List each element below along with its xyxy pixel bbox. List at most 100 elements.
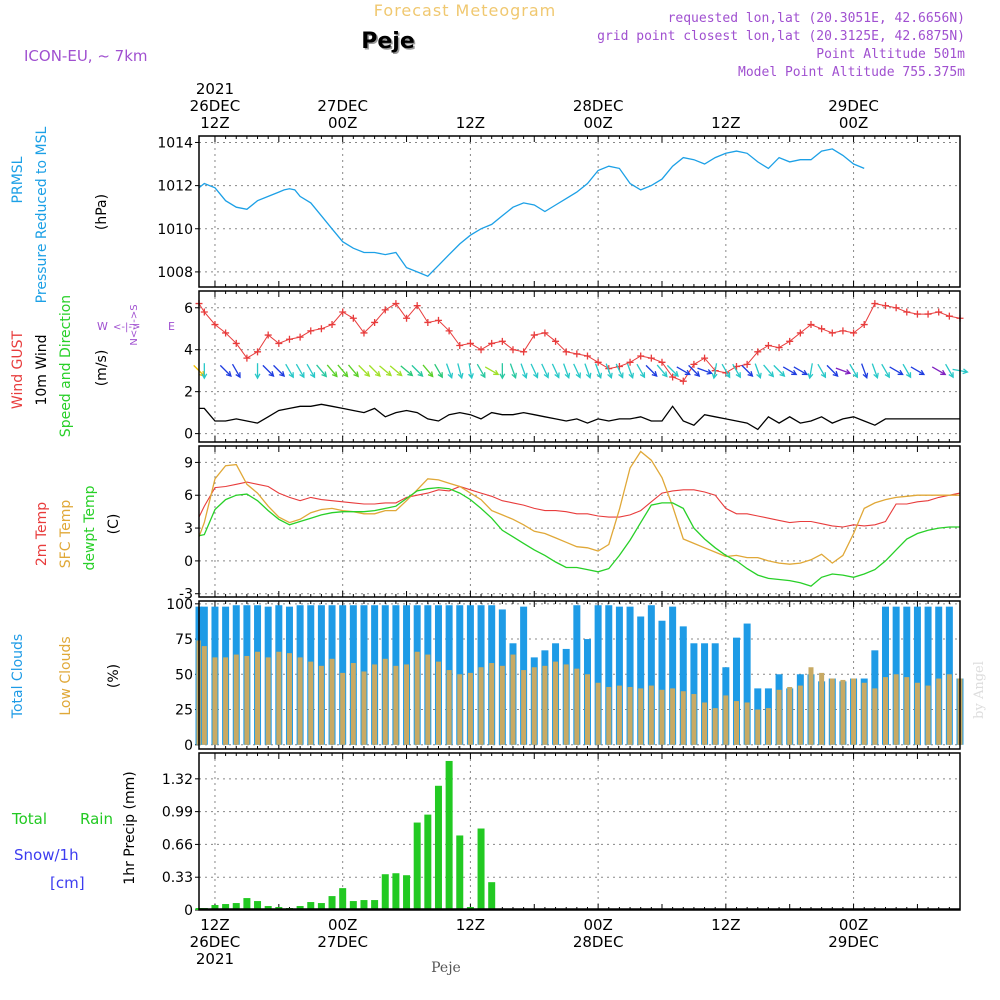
- gust-marker: [935, 308, 943, 316]
- gust-marker: [583, 352, 591, 360]
- wind-arrow-head: [427, 371, 434, 378]
- total-cloud-bar: [913, 606, 921, 745]
- wind-arrow-head: [596, 372, 603, 380]
- wind-arrow: [389, 365, 403, 377]
- rain-bar: [360, 900, 368, 910]
- y-tick-label: -3: [179, 587, 193, 603]
- wind-arrow-head: [342, 371, 349, 378]
- y-tick-label: 100: [166, 597, 193, 613]
- station-title-shadow: Peje: [363, 31, 417, 56]
- low-cloud-bar: [670, 688, 676, 745]
- wind-arrow: [445, 363, 453, 378]
- wind-arrow-head: [543, 372, 550, 379]
- total-cloud-bar: [903, 606, 911, 745]
- compass-horizontal-arrow: <-|->: [113, 322, 140, 333]
- wind-arrow-head: [628, 372, 635, 380]
- low-cloud-bar: [744, 702, 750, 745]
- wind-arrow-head: [564, 372, 571, 380]
- low-cloud-bar: [638, 688, 644, 745]
- low-cloud-bar: [925, 685, 931, 745]
- y-tick-label: 2: [184, 385, 193, 401]
- y-tick-label: 1012: [157, 179, 193, 195]
- wind-arrow-head: [791, 369, 798, 376]
- wind-arrow: [306, 363, 316, 378]
- wind-arrow-head: [353, 371, 360, 378]
- gust-marker: [850, 329, 858, 337]
- wind-arrow-head: [396, 370, 403, 377]
- gust-marker: [307, 327, 315, 335]
- wind-arrow: [434, 363, 443, 378]
- total-cloud-bar: [732, 637, 740, 745]
- gust-marker: [786, 337, 794, 345]
- gust-marker: [254, 348, 262, 356]
- wind-arrow-head: [511, 372, 517, 380]
- total-cloud-bar: [743, 623, 751, 745]
- wind-arrow: [817, 363, 826, 378]
- wind-arrow-head: [331, 371, 338, 378]
- clouds-unit: (%): [106, 664, 122, 688]
- low-cloud-bar: [223, 657, 229, 745]
- panel-frame: [198, 290, 961, 443]
- rain-bar: [317, 903, 325, 910]
- rain-bar: [211, 905, 219, 910]
- top-time-label: 26DEC: [190, 97, 241, 115]
- wind-arrow-head: [321, 371, 328, 378]
- wind-arrow: [656, 364, 668, 377]
- wind-arrow: [594, 363, 602, 378]
- low-cloud-bar: [712, 708, 718, 745]
- rain-bar: [296, 906, 304, 910]
- top-time-label: 28DEC: [573, 97, 624, 115]
- total-cloud-bar: [679, 626, 687, 745]
- gust-marker: [296, 333, 304, 341]
- wind-arrow-head: [684, 369, 691, 376]
- low-cloud-bar: [372, 664, 378, 745]
- y-tick-label: 0: [184, 554, 193, 570]
- gust-marker: [360, 329, 368, 337]
- wind-arrow-head: [235, 372, 241, 379]
- y-tick-label: 0.99: [162, 805, 193, 821]
- rain-bar: [339, 888, 347, 910]
- wind-gust-label: Wind GUST: [10, 330, 26, 409]
- precip-total-label: Total: [11, 810, 47, 828]
- y-tick-label: 4: [184, 343, 193, 359]
- wind-arrow-head: [309, 372, 316, 379]
- panel-frame: [198, 752, 961, 911]
- top-time-label: 00Z: [839, 114, 868, 132]
- y-tick-label: 3: [184, 521, 193, 537]
- low-cloud-bar: [882, 677, 888, 745]
- precip-cm-label: [cm]: [50, 874, 85, 892]
- wind-arrow: [902, 363, 912, 378]
- wind-arrow: [626, 363, 634, 378]
- wind-arrow: [676, 366, 691, 376]
- gust-marker: [626, 358, 634, 366]
- wind-arrow-head: [407, 370, 414, 377]
- wind-arrow: [573, 363, 581, 378]
- low-cloud-bar: [595, 682, 601, 745]
- y-tick-label: 0.66: [162, 837, 193, 853]
- low-cloud-bar: [265, 657, 271, 745]
- y-tick-label: 50: [175, 667, 193, 683]
- y-tick-label: 0: [184, 427, 193, 443]
- wind-arrow-head: [820, 372, 827, 379]
- wind-arrow: [666, 364, 679, 377]
- compass-vertical-arrow: N<-|->S: [129, 304, 140, 345]
- low-cloud-bar: [255, 651, 261, 745]
- wind-arrow-head: [844, 369, 852, 375]
- wind-arrow: [697, 367, 712, 374]
- low-cloud-bar: [723, 695, 729, 745]
- wind-arrow-head: [779, 371, 786, 377]
- y-tick-label: 25: [175, 703, 193, 719]
- gust-marker: [552, 337, 560, 345]
- wind-arrow-head: [417, 371, 424, 377]
- low-cloud-bar: [414, 651, 420, 745]
- grid-point-coords: grid point closest lon,lat (20.3125E, 42…: [597, 29, 965, 44]
- wind-arrow-head: [279, 371, 286, 377]
- low-cloud-bar: [382, 658, 388, 745]
- rain-bar: [456, 835, 464, 910]
- pressure-label-prmsl: PRMSL: [10, 156, 26, 203]
- wind-arrow: [316, 364, 327, 377]
- wind-arrow: [285, 363, 294, 378]
- wind-speed-direction-label: Speed and Direction: [58, 295, 74, 437]
- gust-marker: [530, 331, 538, 339]
- low-cloud-bar: [393, 665, 399, 745]
